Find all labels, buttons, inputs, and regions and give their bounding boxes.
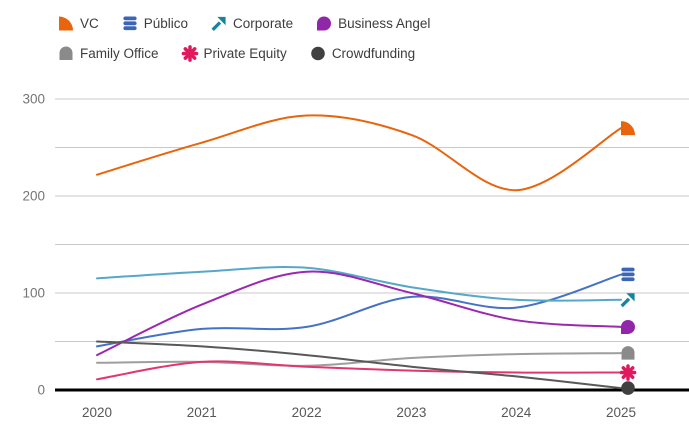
dome-icon	[59, 46, 73, 60]
series-line-private-equity	[96, 360, 622, 381]
series-line-vc	[96, 114, 622, 192]
circle-icon	[311, 46, 325, 61]
series-end-marker-family-office	[621, 346, 635, 360]
series-line-corporate	[96, 266, 622, 302]
x-axis-tick-label: 2022	[292, 405, 322, 420]
stacked-bars-icon	[123, 16, 137, 31]
y-axis-tick-label: 200	[22, 189, 45, 204]
series-end-marker-vc	[621, 121, 635, 136]
circle-icon	[311, 46, 325, 61]
legend-row-1: VC Público Corporate Business Angel	[57, 8, 677, 38]
series-end-marker-private-equity	[619, 364, 637, 381]
x-axis-tick-label: 2024	[501, 405, 532, 420]
x-axis-tick-label: 2025	[606, 405, 636, 420]
y-axis-tick-label: 100	[22, 286, 45, 301]
x-axis-tick-label: 2023	[396, 405, 426, 420]
legend-label: Público	[143, 15, 189, 31]
legend-label: Private Equity	[203, 45, 287, 61]
legend-item-publico[interactable]: Público	[121, 14, 188, 32]
asterisk-icon	[181, 45, 198, 62]
legend-item-business-angel[interactable]: Business Angel	[315, 14, 430, 32]
quarter-circle-icon	[59, 16, 73, 31]
arrow-up-right-icon	[211, 16, 226, 31]
legend-label: Business Angel	[338, 15, 431, 31]
quarter-circle-icon	[59, 16, 73, 31]
stacked-bars-icon	[123, 16, 137, 31]
legend-label: Crowdfunding	[331, 45, 416, 61]
series-end-marker-publico	[621, 267, 635, 282]
x-axis-tick-label: 2021	[187, 405, 217, 420]
x-axis-tick-label: 2020	[82, 405, 112, 420]
teardrop-icon	[317, 16, 332, 31]
y-axis-tick-label: 300	[22, 92, 45, 107]
legend-item-corporate[interactable]: Corporate	[210, 14, 293, 32]
series-line-crowdfunding	[96, 340, 622, 390]
chart-legend: VC Público Corporate Business Angel Family O…	[57, 8, 677, 68]
series-end-marker-business-angel	[621, 319, 635, 334]
legend-label: VC	[80, 15, 99, 31]
dome-icon	[59, 46, 73, 60]
series-line-publico	[96, 273, 622, 348]
legend-row-2: Family Office Private Equity Crowdfunding	[57, 38, 677, 68]
series-line-family-office	[96, 352, 622, 367]
y-axis-tick-label: 0	[37, 383, 45, 398]
legend-item-crowdfunding[interactable]: Crowdfunding	[309, 44, 415, 62]
teardrop-icon	[317, 16, 332, 31]
series-line-business-angel	[96, 270, 622, 357]
legend-label: Corporate	[233, 15, 294, 31]
series-end-marker-crowdfunding	[621, 381, 635, 395]
arrow-up-right-icon	[211, 16, 226, 31]
legend-item-private-equity[interactable]: Private Equity	[181, 44, 287, 62]
series-end-marker-corporate	[620, 293, 635, 308]
legend-label: Family Office	[80, 45, 159, 61]
legend-item-vc[interactable]: VC	[57, 14, 99, 32]
legend-item-family-office[interactable]: Family Office	[57, 44, 159, 62]
asterisk-icon	[181, 45, 198, 62]
